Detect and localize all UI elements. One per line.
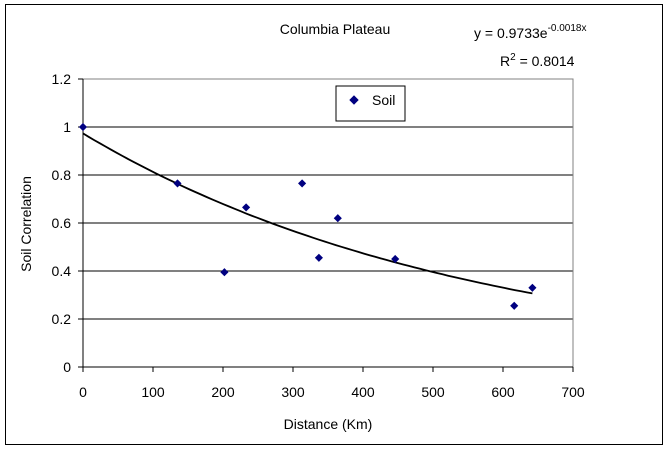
data-point [242,203,251,212]
x-tick-label: 500 [421,384,445,400]
r2-value: = 0.8014 [516,53,575,69]
data-point [333,214,342,223]
data-point [173,179,182,188]
y-tick-label: 0.8 [52,167,72,183]
x-tick-label: 300 [281,384,305,400]
y-tick-label: 0.2 [52,311,72,327]
x-tick-label: 0 [79,384,87,400]
trendline-equation: y = 0.9733e-0.0018x [474,23,586,41]
equation-exponent: -0.0018x [548,23,587,34]
y-tick-label: 0.6 [52,215,72,231]
legend: Soil [335,85,406,122]
y-tick-label: 0.4 [52,263,72,279]
data-point [220,268,229,277]
gridlines [83,78,573,320]
trendline [82,132,533,295]
r-squared: R2 = 0.8014 [500,52,575,69]
data-point [314,253,323,262]
x-tick-label: 600 [491,384,515,400]
x-tick-label: 400 [351,384,375,400]
axes [78,78,574,372]
tick-labels: 0 0.2 0.4 0.6 0.8 1 1.2 0 100 200 300 400 500 600 700 [52,71,585,400]
r2-superscript: 2 [510,52,516,63]
chart-title: Columbia Plateau [280,21,391,37]
data-point [78,122,88,132]
legend-box [335,85,406,122]
equation-main: y = 0.9733e [474,25,548,41]
x-tick-label: 200 [211,384,235,400]
y-axis-label: Soil Correlation [18,176,34,272]
legend-marker [349,95,359,105]
legend-label: Soil [372,92,395,108]
chart-frame [5,4,663,445]
y-tick-label: 0 [63,359,71,375]
x-axis-label: Distance (Km) [284,416,373,432]
y-tick-label: 1 [63,119,71,135]
data-point [298,179,307,188]
data-point [391,254,400,264]
r2-prefix: R [500,53,510,69]
x-tick-label: 700 [561,384,585,400]
data-point [510,301,519,310]
data-point [528,283,537,292]
y-tick-label: 1.2 [52,71,72,87]
x-tick-label: 100 [141,384,165,400]
data-points [78,122,537,310]
